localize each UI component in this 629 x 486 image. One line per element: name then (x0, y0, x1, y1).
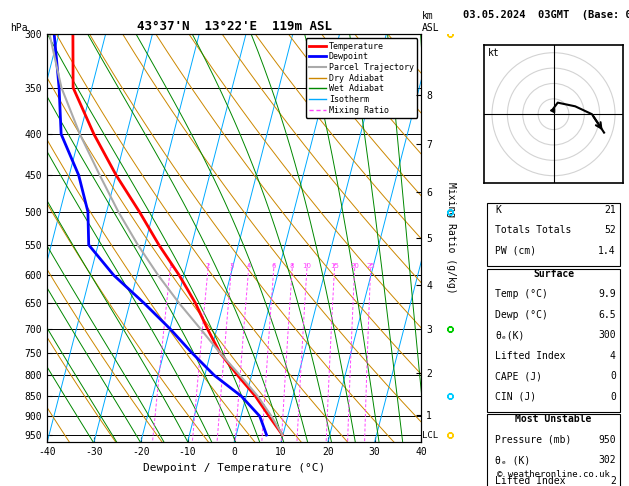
Text: 3: 3 (229, 263, 233, 269)
Text: Surface: Surface (533, 269, 574, 278)
Text: 4: 4 (610, 350, 616, 361)
Text: 2: 2 (206, 263, 210, 269)
Text: Temp (°C): Temp (°C) (496, 289, 548, 299)
Text: 9.9: 9.9 (598, 289, 616, 299)
Text: 0: 0 (610, 392, 616, 401)
Text: © weatheronline.co.uk: © weatheronline.co.uk (497, 470, 610, 479)
Text: 0: 0 (610, 371, 616, 381)
Text: LCL: LCL (422, 431, 438, 439)
Text: 52: 52 (604, 226, 616, 235)
Text: hPa: hPa (10, 23, 28, 33)
Text: θₑ(K): θₑ(K) (496, 330, 525, 340)
Text: 950: 950 (598, 435, 616, 445)
Title: 43°37'N  13°22'E  119m ASL: 43°37'N 13°22'E 119m ASL (136, 20, 332, 33)
Text: Lifted Index: Lifted Index (496, 350, 566, 361)
Text: Most Unstable: Most Unstable (515, 415, 592, 424)
Text: θₑ (K): θₑ (K) (496, 455, 531, 466)
Text: 2: 2 (610, 476, 616, 486)
Text: 6.5: 6.5 (598, 310, 616, 320)
Text: 03.05.2024  03GMT  (Base: 06): 03.05.2024 03GMT (Base: 06) (463, 10, 629, 19)
Text: 21: 21 (604, 205, 616, 215)
Text: 15: 15 (330, 263, 339, 269)
Text: K: K (496, 205, 501, 215)
Text: 10: 10 (303, 263, 311, 269)
Y-axis label: Mixing Ratio (g/kg): Mixing Ratio (g/kg) (446, 182, 456, 294)
X-axis label: Dewpoint / Temperature (°C): Dewpoint / Temperature (°C) (143, 463, 325, 473)
Text: 8: 8 (290, 263, 294, 269)
Text: 1.4: 1.4 (598, 246, 616, 256)
Text: CIN (J): CIN (J) (496, 392, 537, 401)
Text: PW (cm): PW (cm) (496, 246, 537, 256)
Text: 25: 25 (366, 263, 375, 269)
Text: km
ASL: km ASL (422, 11, 440, 33)
Legend: Temperature, Dewpoint, Parcel Trajectory, Dry Adiabat, Wet Adiabat, Isotherm, Mi: Temperature, Dewpoint, Parcel Trajectory… (306, 38, 417, 118)
Text: Totals Totals: Totals Totals (496, 226, 572, 235)
Text: 6: 6 (272, 263, 276, 269)
Text: 300: 300 (598, 330, 616, 340)
Text: kt: kt (487, 48, 499, 58)
Text: Dewp (°C): Dewp (°C) (496, 310, 548, 320)
Text: 4: 4 (247, 263, 251, 269)
Text: Lifted Index: Lifted Index (496, 476, 566, 486)
Text: Pressure (mb): Pressure (mb) (496, 435, 572, 445)
Text: CAPE (J): CAPE (J) (496, 371, 542, 381)
Text: 302: 302 (598, 455, 616, 466)
Text: 20: 20 (350, 263, 359, 269)
Text: 1: 1 (168, 263, 172, 269)
